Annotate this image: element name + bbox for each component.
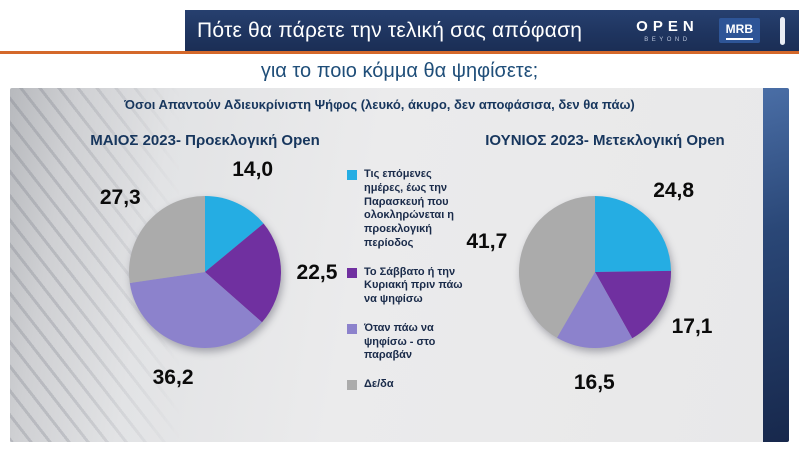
header-bar: Πότε θα πάρετε την τελική σας απόφαση OP… xyxy=(185,10,799,51)
pie-slice xyxy=(519,196,595,338)
pie-value-label: 16,5 xyxy=(573,370,615,394)
page-subtitle: για το ποιο κόμμα θα ψηφίσετε; xyxy=(260,60,539,82)
legend-swatch-gray xyxy=(347,380,357,390)
open-channel-logo: OPEN BEYOND xyxy=(636,19,699,43)
pie-value-label: 27,3 xyxy=(99,185,141,209)
open-logo-subtext: BEYOND xyxy=(644,36,691,43)
pie-slice xyxy=(595,270,671,339)
legend-swatch-light-purple xyxy=(347,323,357,334)
pie-value-label: 24,8 xyxy=(653,179,695,203)
content-panel: Όσοι Απαντούν Αδιευκρίνιστη Ψήφος (λευκό… xyxy=(10,88,789,442)
legend-label: Δε/δα xyxy=(364,378,394,390)
pie-slice xyxy=(205,223,281,323)
pie-value-label: 17,1 xyxy=(671,314,713,338)
legend-item: Το Σάββατο ή την Κυριακή πριν πάω να ψηφ… xyxy=(347,266,465,307)
pie-slice xyxy=(595,196,671,272)
pie-value-label: 22,5 xyxy=(296,260,338,284)
legend-item: Όταν πάω να ψηφίσω - στο παραβάν xyxy=(347,322,465,363)
page-title: Πότε θα πάρετε την τελική σας απόφαση xyxy=(197,18,583,42)
accent-line xyxy=(0,51,799,54)
pie-slice xyxy=(129,272,263,348)
legend: Τις επόμενες ημέρες, έως την Παρασκευή π… xyxy=(347,168,465,407)
legend-swatch-cyan xyxy=(347,170,357,180)
legend-label: Όταν πάω να ψηφίσω - στο παραβάν xyxy=(364,321,436,362)
mrb-logo-text: MRB xyxy=(725,22,753,36)
pie-value-label: 14,0 xyxy=(232,157,274,181)
pie-chart-may: ΜΑΙΟΣ 2023- Προεκλογική Open 14,0 22,5 36,… xyxy=(25,132,385,432)
pie xyxy=(129,196,281,348)
chart-title-june: ΙΟΥΝΙΟΣ 2023- Μετεκλογική Open xyxy=(485,132,725,149)
header-edge-bar xyxy=(780,16,785,45)
open-logo-text: OPEN xyxy=(636,17,699,35)
legend-label: Το Σάββατο ή την Κυριακή πριν πάω να ψηφ… xyxy=(364,265,463,306)
right-side-strip xyxy=(763,88,789,442)
legend-item: Δε/δα xyxy=(347,378,465,392)
chart-title-may: ΜΑΙΟΣ 2023- Προεκλογική Open xyxy=(90,132,320,149)
legend-swatch-purple xyxy=(347,267,357,278)
pie xyxy=(519,196,671,348)
pie-value-label: 41,7 xyxy=(466,229,508,253)
pie-slice xyxy=(129,196,205,283)
pie-slice xyxy=(205,196,264,272)
legend-item: Τις επόμενες ημέρες, έως την Παρασκευή π… xyxy=(347,168,465,251)
pie-chart-june: ΙΟΥΝΙΟΣ 2023- Μετεκλογική Open 24,8 17,1 1… xyxy=(440,132,770,432)
mrb-logo-underline xyxy=(725,38,753,40)
legend-label: Τις επόμενες ημέρες, έως την Παρασκευή π… xyxy=(364,168,455,249)
panel-note: Όσοι Απαντούν Αδιευκρίνιστη Ψήφος (λευκό… xyxy=(124,97,635,112)
mrb-logo: MRB xyxy=(718,18,760,43)
pie-value-label: 36,2 xyxy=(152,366,194,390)
pie-slice xyxy=(556,272,633,348)
